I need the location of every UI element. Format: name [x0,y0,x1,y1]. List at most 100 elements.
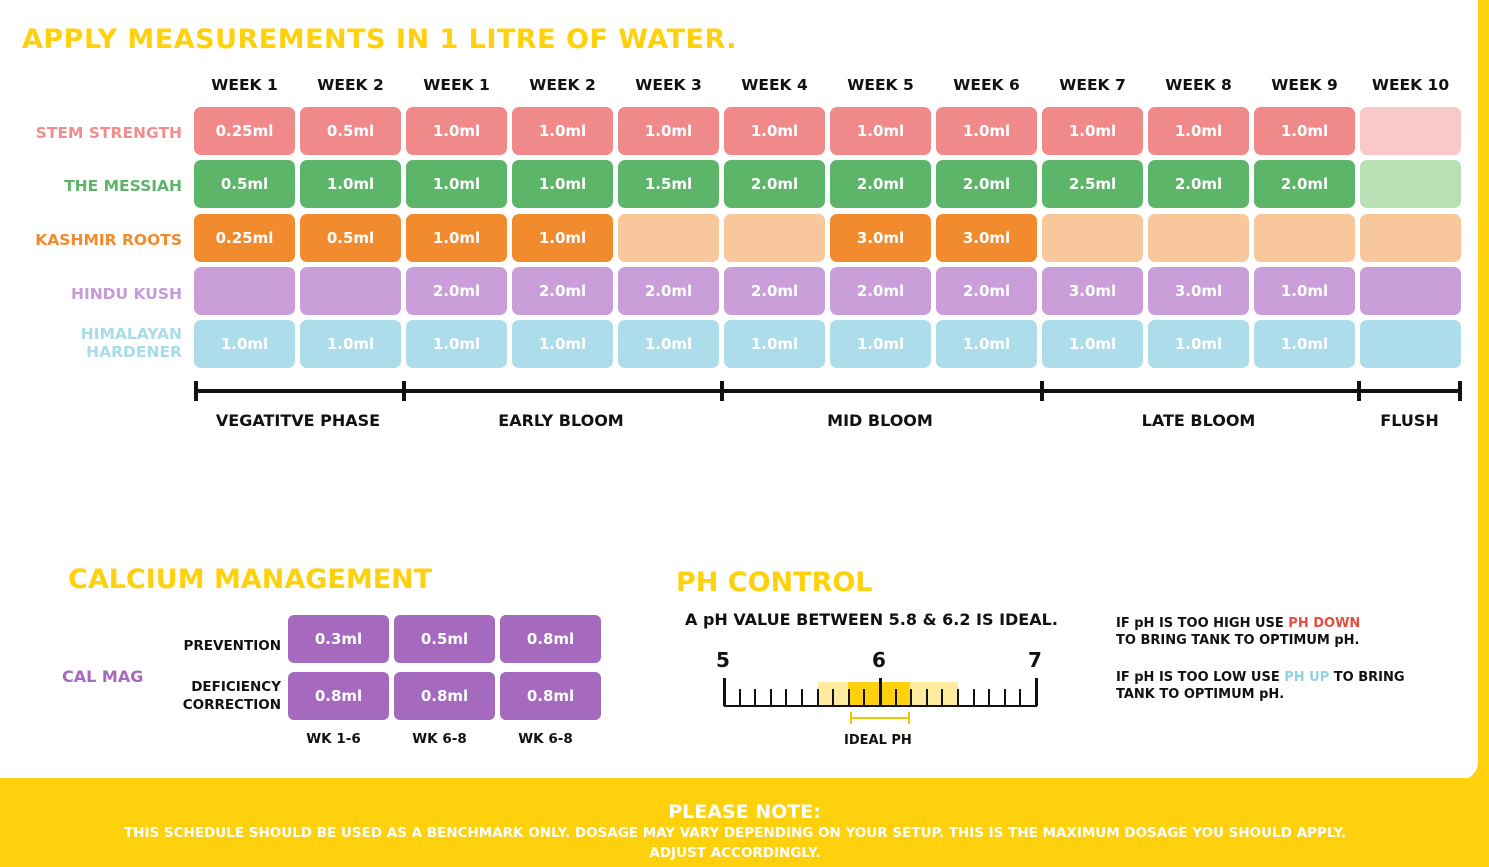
week-header: WEEK 2 [529,76,596,94]
dose-cell: 0.25ml [194,214,295,262]
ph-tick [816,689,819,706]
phase-tick [1458,381,1462,401]
week-header: WEEK 8 [1165,76,1232,94]
dose-cell: 1.0ml [1148,320,1249,368]
dose-cell: 1.0ml [618,107,719,155]
phase-tick [1040,381,1044,401]
dose-cell: 1.0ml [830,107,931,155]
dose-cell: 2.0ml [830,160,931,208]
calmag-week-label: WK 6-8 [412,731,467,747]
dose-cell: 2.0ml [406,267,507,315]
calmag-dose-cell: 0.3ml [288,615,389,663]
ph-tick [801,689,803,706]
frame-edge [1478,0,1489,867]
phase-tick [720,381,724,401]
dose-cell [1148,214,1249,262]
week-header: WEEK 1 [211,76,278,94]
week-header: WEEK 4 [741,76,808,94]
calmag-dose-cell: 0.8ml [500,672,601,720]
product-label-line: HARDENER [86,343,182,361]
week-header: WEEK 1 [423,76,490,94]
ph-tick [785,689,788,706]
dose-cell: 2.0ml [1148,160,1249,208]
dose-cell: 0.5ml [300,107,401,155]
dose-cell: 1.0ml [936,320,1037,368]
calmag-dose-cell: 0.8ml [500,615,601,663]
ph-tick [910,689,913,706]
dose-cell: 1.0ml [1042,107,1143,155]
ph-scale-label-5: 5 [716,648,730,672]
calmag-dose-cell: 0.8ml [394,672,495,720]
dose-cell [1360,320,1461,368]
ph-scale-label-6: 6 [872,648,886,672]
ph-high-note: IF pH IS TOO HIGH USE PH DOWN TO BRING T… [1116,615,1360,649]
phase-tick [402,381,406,401]
dose-cell: 1.0ml [194,320,295,368]
ph-tick [863,689,866,706]
product-label: THE MESSIAH [64,177,182,195]
product-label: STEM STRENGTH [35,124,182,142]
ph-low-suffix: TANK TO OPTIMUM pH. [1116,687,1285,702]
ph-tick [847,689,850,706]
week-header: WEEK 9 [1271,76,1338,94]
dose-cell: 1.0ml [300,320,401,368]
ph-ideal-bracket [850,712,910,724]
dose-cell: 0.5ml [300,214,401,262]
dose-cell: 3.0ml [1042,267,1143,315]
ph-low-prefix: IF pH IS TOO LOW USE [1116,670,1285,685]
ph-ideal-label: IDEAL PH [844,733,912,748]
dose-cell [1360,107,1461,155]
dose-cell: 2.0ml [936,267,1037,315]
dose-cell [724,214,825,262]
phase-timeline [194,389,1461,393]
phase-label: LATE BLOOM [1141,411,1256,430]
ph-tick [925,689,928,706]
product-label-line: HIMALAYAN [80,325,182,343]
product-label: KASHMIR ROOTS [35,231,182,249]
ph-up-product: PH UP [1284,670,1330,685]
phase-label: MID BLOOM [827,411,933,430]
ph-tick [1035,678,1038,706]
phase-label: VEGATITVE PHASE [215,411,381,430]
dose-cell: 1.0ml [1254,107,1355,155]
calmag-label: CAL MAG [62,667,144,686]
ph-tick [879,678,882,706]
ph-tick [988,689,991,706]
ph-tick [941,689,944,706]
dose-cell: 1.0ml [618,320,719,368]
ph-tick [1003,689,1006,706]
calmag-dose-cell: 0.8ml [288,672,389,720]
deficiency-label-line-2: CORRECTION [182,697,281,713]
ph-down-product: PH DOWN [1288,616,1361,631]
ph-tick [972,689,975,706]
dose-cell: 1.0ml [406,214,507,262]
dose-cell: 3.0ml [1148,267,1249,315]
footer-band [0,778,1489,867]
dose-cell: 2.0ml [724,160,825,208]
dose-cell [618,214,719,262]
ph-low-middle: TO BRING [1329,670,1405,685]
dose-cell: 1.0ml [1254,320,1355,368]
dose-cell: 2.0ml [1254,160,1355,208]
dose-cell [1360,267,1461,315]
ph-ideal-text: A pH VALUE BETWEEN 5.8 & 6.2 IS IDEAL. [685,610,1058,629]
dose-cell: 1.0ml [512,214,613,262]
dose-cell: 1.0ml [936,107,1037,155]
dose-cell: 1.0ml [406,107,507,155]
week-header: WEEK 3 [635,76,702,94]
ph-tick [769,689,772,706]
dose-cell [1042,214,1143,262]
ph-tick [754,689,757,706]
frame-corner [1458,760,1478,780]
dose-cell: 1.0ml [406,160,507,208]
ph-tick [832,689,835,706]
ph-high-prefix: IF pH IS TOO HIGH USE [1116,616,1289,631]
ph-tick [894,689,897,706]
dose-cell: 1.0ml [830,320,931,368]
product-label: HIMALAYAN HARDENER [0,325,182,361]
deficiency-correction-label: DEFICIENCY CORRECTION [150,678,281,714]
dose-cell [300,267,401,315]
calcium-title: CALCIUM MANAGEMENT [68,564,433,595]
dose-cell: 1.5ml [618,160,719,208]
note-title: PLEASE NOTE: [668,801,821,823]
